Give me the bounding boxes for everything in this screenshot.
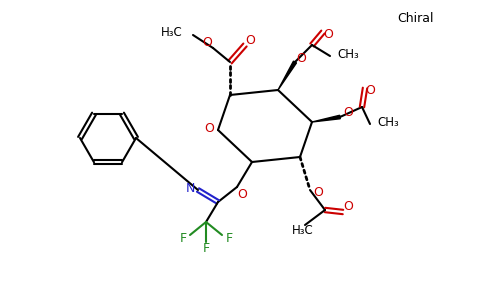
- Text: O: O: [202, 37, 212, 50]
- Text: O: O: [296, 52, 306, 64]
- Text: O: O: [343, 200, 353, 214]
- Text: F: F: [180, 232, 186, 245]
- Text: O: O: [204, 122, 214, 134]
- Text: O: O: [365, 85, 375, 98]
- Text: O: O: [237, 188, 247, 200]
- Text: F: F: [202, 242, 210, 256]
- Polygon shape: [278, 61, 297, 90]
- Text: CH₃: CH₃: [377, 116, 399, 128]
- Text: N: N: [185, 182, 195, 194]
- Text: O: O: [343, 106, 353, 119]
- Text: O: O: [245, 34, 255, 46]
- Text: Chiral: Chiral: [397, 11, 433, 25]
- Polygon shape: [312, 115, 340, 122]
- Text: CH₃: CH₃: [337, 47, 359, 61]
- Text: H₃C: H₃C: [292, 224, 314, 238]
- Text: F: F: [226, 232, 233, 245]
- Text: O: O: [323, 28, 333, 40]
- Text: H₃C: H₃C: [161, 26, 183, 38]
- Text: O: O: [313, 187, 323, 200]
